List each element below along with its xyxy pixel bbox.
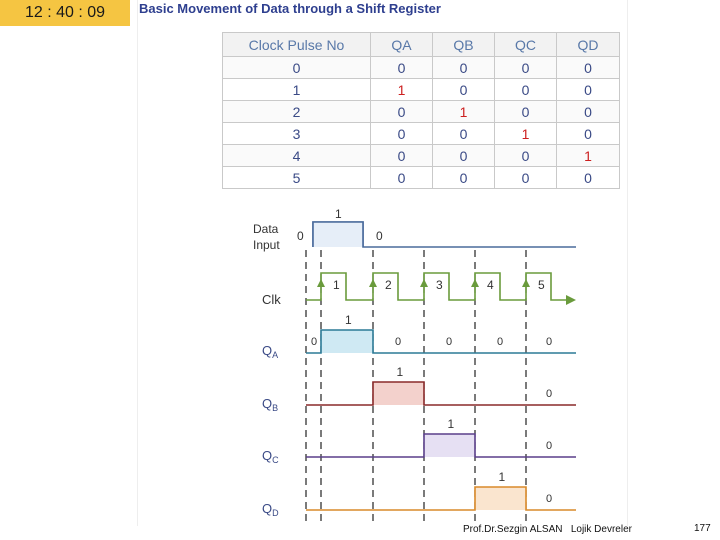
data-input-zero-label: 0 [376, 229, 383, 243]
qa-zero-label: 0 [311, 336, 317, 348]
column-header: QB [432, 32, 495, 57]
footer-author: Prof.Dr.Sezgin ALSAN Lojik Devreler [463, 524, 632, 535]
qb-high-fill [373, 382, 424, 405]
table-cell: 0 [556, 166, 620, 189]
data-input-label: Input [253, 238, 280, 252]
qb-waveform [306, 381, 576, 406]
clock-pulse-label: 3 [436, 278, 443, 292]
clock-edge-arrow [522, 279, 530, 287]
table-cell: 0 [494, 100, 557, 123]
qa-zero-label: 0 [497, 336, 503, 348]
qa-waveform [306, 329, 576, 354]
page-number: 177 [694, 523, 711, 534]
qa-zero-label: 0 [395, 336, 401, 348]
table-cell: 0 [222, 56, 371, 79]
qb-one-label: 1 [397, 365, 404, 379]
qb-zero-label: 0 [546, 388, 552, 400]
clock-pulse-label: 1 [333, 278, 340, 292]
clock-edge-arrow [369, 279, 377, 287]
qc-one-label: 1 [448, 417, 455, 431]
qd-zero-label: 0 [546, 493, 552, 505]
qd-waveform [306, 486, 576, 511]
qa-zero-label: 0 [546, 336, 552, 348]
table-cell: 0 [370, 166, 433, 189]
table-cell: 0 [370, 56, 433, 79]
qc-zero-label: 0 [546, 440, 552, 452]
data-input-zero-label: 0 [297, 229, 304, 243]
data-input-high-edge [312, 221, 364, 247]
column-header: QD [556, 32, 620, 57]
clock-edge-arrow [471, 279, 479, 287]
clock-edge-arrow [420, 279, 428, 287]
slide-title: Basic Movement of Data through a Shift R… [139, 1, 441, 16]
data-input-one-label: 1 [335, 207, 342, 221]
clock-edge-arrow [317, 279, 325, 287]
clock-label: Clk [262, 292, 281, 307]
qd-one-label: 1 [499, 470, 506, 484]
qa-zero-label: 0 [446, 336, 452, 348]
data-input-label: Data [253, 222, 279, 236]
qc-label: QC [262, 448, 279, 465]
clock-timer: 12 : 40 : 09 [0, 0, 130, 26]
clock-pulse-label: 4 [487, 278, 494, 292]
table-cell: 0 [494, 144, 557, 167]
table-cell: 0 [432, 144, 495, 167]
data-input-high-fill [313, 222, 363, 247]
qd-label: QD [262, 501, 279, 518]
qb-label: QB [262, 396, 278, 413]
qa-high-fill [321, 330, 373, 353]
qa-label: QA [262, 343, 278, 360]
qc-high-fill [424, 434, 475, 457]
table-cell: 0 [432, 56, 495, 79]
qa-one-label: 1 [345, 313, 352, 327]
clock-pulse-label: 2 [385, 278, 392, 292]
qd-high-fill [475, 487, 526, 510]
clock-pulse-label: 5 [538, 278, 545, 292]
qc-waveform [306, 433, 576, 458]
table-cell: 0 [556, 56, 620, 79]
clock-arrowhead [566, 295, 576, 305]
table-cell: 1 [432, 100, 495, 123]
